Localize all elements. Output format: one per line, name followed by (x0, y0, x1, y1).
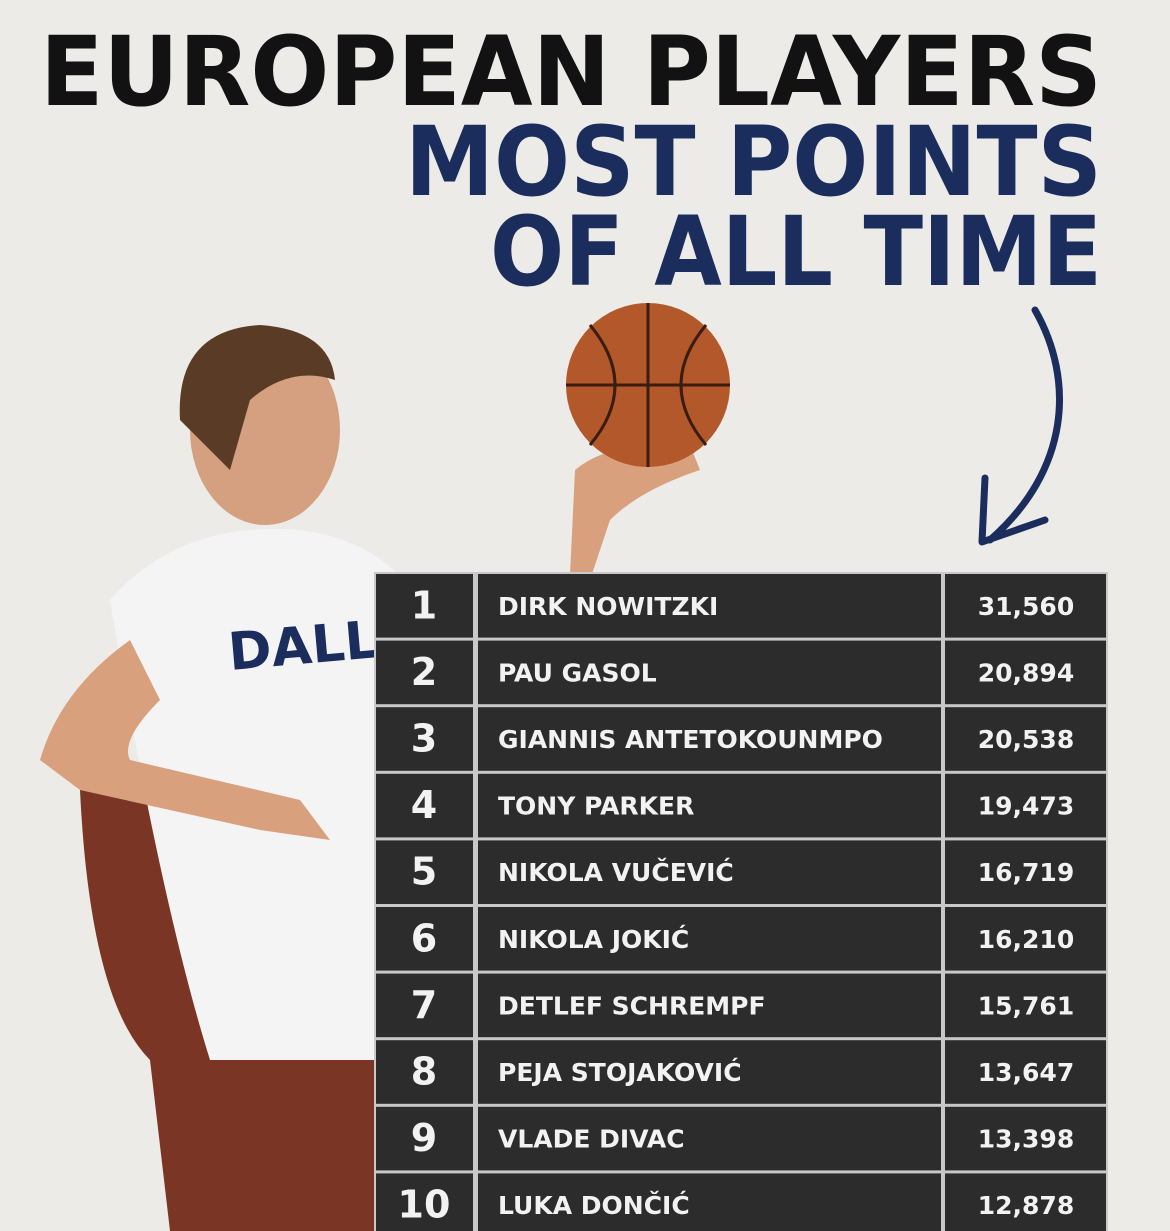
table-cell (945, 907, 1106, 971)
points: 15,761 (978, 991, 1074, 1020)
table-cell (945, 1173, 1106, 1231)
table-cell (478, 574, 941, 638)
table-cell (376, 840, 473, 904)
table-cell (376, 773, 473, 838)
table-cell (478, 707, 941, 771)
player-name: PAU GASOL (498, 658, 657, 687)
table-row: 2 PAU GASOL 20,894 (376, 640, 1106, 705)
points: 16,210 (978, 925, 1074, 954)
player-name: NIKOLA VUČEVIĆ (498, 857, 734, 887)
arrow (986, 306, 1063, 544)
rank: 7 (411, 983, 437, 1027)
table-cell (376, 1173, 473, 1231)
player-photo: DALLAS (40, 303, 730, 1231)
table-cell (945, 1040, 1106, 1104)
points: 20,538 (978, 725, 1074, 754)
table-cell (478, 840, 941, 904)
rank: 8 (411, 1050, 437, 1094)
table-cell (945, 973, 1106, 1038)
table-cell (376, 973, 473, 1038)
title-line: MOST POINTS (405, 106, 1102, 218)
player-name: DIRK NOWITZKI (498, 592, 718, 621)
table-row: 4 TONY PARKER 19,473 (376, 773, 1106, 838)
table-cell (478, 640, 941, 705)
title-line: OF ALL TIME (490, 196, 1102, 308)
table-row: 10 LUKA DONČIĆ 12,878 (376, 1173, 1106, 1231)
table-row: 3 GIANNIS ANTETOKOUNMPO 20,538 (376, 707, 1106, 771)
points: 13,398 (978, 1125, 1074, 1154)
table-cell (945, 840, 1106, 904)
table-cell (376, 907, 473, 971)
rank: 3 (411, 717, 437, 761)
points: 19,473 (978, 792, 1074, 821)
table-cell (478, 773, 941, 838)
table: 1 DIRK NOWITZKI 31,560 2 PAU GASOL 20,894 3 GIA… (374, 572, 1108, 1231)
table-cell (478, 1040, 941, 1104)
table-cell (376, 707, 473, 771)
table-row: 9 VLADE DIVAC 13,398 (376, 1106, 1106, 1171)
rank: 2 (411, 650, 437, 694)
arrow-head (978, 474, 1049, 546)
points: 12,878 (978, 1191, 1074, 1220)
player-name: DETLEF SCHREMPF (498, 991, 766, 1020)
table-cell (945, 707, 1106, 771)
points: 13,647 (978, 1058, 1074, 1087)
table-row: 5 NIKOLA VUČEVIĆ 16,719 (376, 840, 1106, 904)
player-name: GIANNIS ANTETOKOUNMPO (498, 725, 883, 754)
rank: 9 (411, 1116, 437, 1160)
table-row: 7 DETLEF SCHREMPF 15,761 (376, 973, 1106, 1038)
table-cell (945, 773, 1106, 838)
table-cell (478, 907, 941, 971)
table-cell (478, 973, 941, 1038)
player-name: VLADE DIVAC (498, 1125, 685, 1154)
player-name: LUKA DONČIĆ (498, 1190, 690, 1220)
title-line: EUROPEAN PLAYERS (40, 16, 1102, 128)
table-cell (376, 574, 473, 638)
table-cell (478, 1173, 941, 1231)
table-row: 8 PEJA STOJAKOVIĆ 13,647 (376, 1040, 1106, 1104)
points: 16,719 (978, 858, 1074, 887)
table-row: 6 NIKOLA JOKIĆ 16,210 (376, 907, 1106, 971)
table-cell (945, 1106, 1106, 1171)
rank: 6 (411, 916, 437, 960)
table-cell (376, 1106, 473, 1171)
player-name: TONY PARKER (498, 792, 694, 821)
table-cell (945, 640, 1106, 705)
player-name: PEJA STOJAKOVIĆ (498, 1057, 742, 1087)
player-name: NIKOLA JOKIĆ (498, 924, 689, 954)
table-cell (945, 574, 1106, 638)
points: 20,894 (978, 658, 1074, 687)
rank: 10 (398, 1183, 451, 1227)
table-row: 1 DIRK NOWITZKI 31,560 (376, 574, 1106, 638)
table-cell (376, 1040, 473, 1104)
points: 31,560 (978, 592, 1074, 621)
rank: 5 (411, 850, 437, 894)
rank: 1 (411, 583, 437, 627)
table-cell (376, 640, 473, 705)
table-cell (478, 1106, 941, 1171)
rank: 4 (411, 783, 437, 827)
